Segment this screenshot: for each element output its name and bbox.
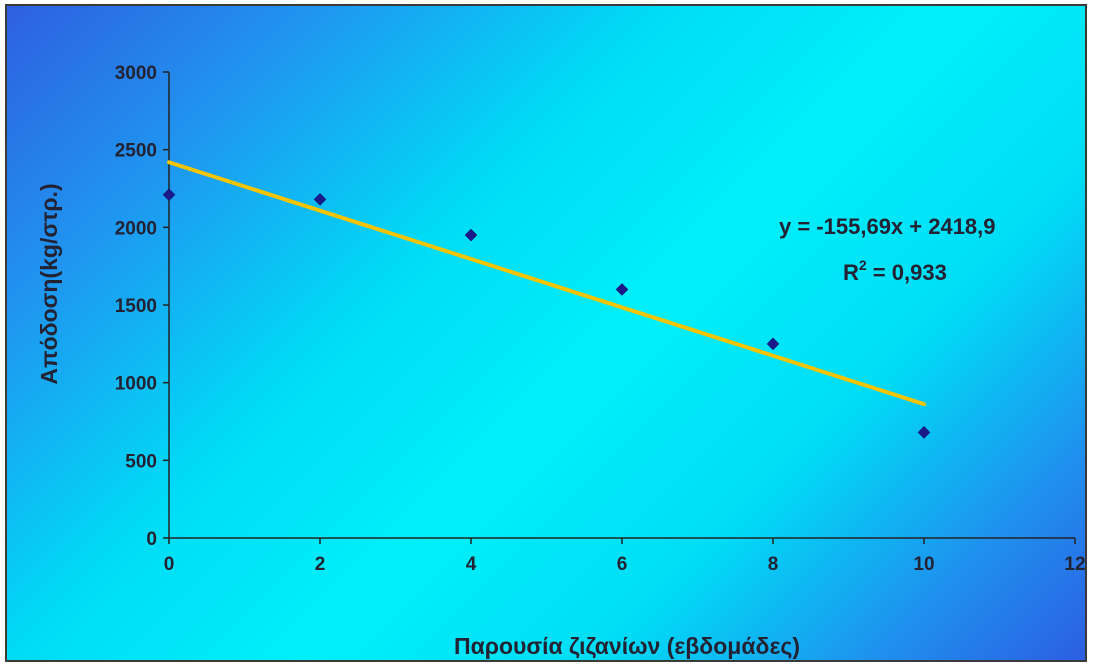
data-point — [917, 426, 931, 439]
y-tick-label: 0 — [146, 529, 157, 550]
data-point — [464, 228, 478, 242]
trendline — [167, 160, 926, 407]
y-tick-label: 1500 — [115, 296, 157, 317]
x-tick-label: 12 — [1064, 554, 1085, 575]
x-tick-label: 2 — [315, 554, 326, 575]
trendline-group — [167, 160, 926, 407]
x-tick-label: 10 — [913, 554, 934, 575]
y-tick-label: 500 — [125, 451, 157, 472]
x-tick-label: 4 — [466, 554, 477, 575]
regression-equation: y = -155,69x + 2418,9 — [779, 214, 996, 239]
x-axis-title: Παρουσία ζιζανίων (εβδομάδες) — [454, 633, 800, 659]
x-tick-label: 0 — [164, 554, 175, 575]
data-point — [162, 188, 176, 202]
r-squared-exponent: 2 — [859, 257, 867, 273]
x-tick-label: 6 — [617, 554, 628, 575]
r-squared-label: R2 = 0,933 — [843, 257, 947, 285]
data-point — [313, 193, 327, 206]
data-point — [766, 337, 780, 351]
x-tick-label: 8 — [768, 554, 779, 575]
y-axis-title: Απόδοση(kg/στρ.) — [36, 183, 62, 384]
r-squared-r: R — [843, 260, 859, 285]
data-points — [162, 188, 931, 439]
r-squared-value: = 0,933 — [867, 260, 947, 285]
y-tick-label: 2500 — [115, 141, 157, 162]
y-tick-label: 1000 — [115, 374, 157, 395]
axis-ticks: 0 500 1000 1500 2000 2500 3000 0 2 4 6 8 10 12 — [115, 63, 1085, 575]
scatter-chart: 0 500 1000 1500 2000 2500 3000 0 2 4 6 8 10 12 Παρουσ… — [36, 63, 1085, 659]
chart-area: 0 500 1000 1500 2000 2500 3000 0 2 4 6 8 10 12 Παρουσ… — [5, 4, 1087, 662]
y-tick-label: 3000 — [115, 63, 157, 84]
axes — [168, 72, 1075, 539]
data-point — [615, 283, 629, 296]
y-tick-label: 2000 — [115, 218, 157, 239]
